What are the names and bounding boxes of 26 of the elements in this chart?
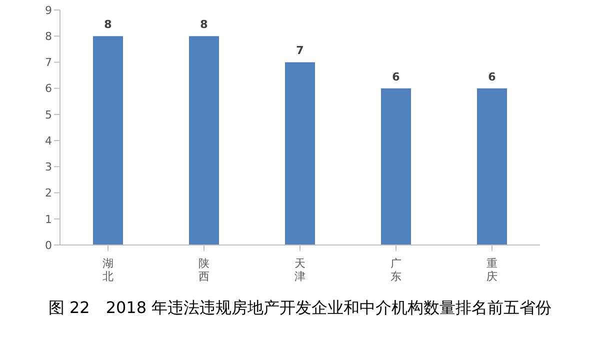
data-label: 8 — [104, 18, 112, 32]
y-tick-label: 5 — [45, 108, 52, 122]
y-tick-label: 9 — [45, 4, 52, 17]
bar — [477, 88, 507, 245]
y-tick-label: 7 — [45, 56, 52, 70]
x-tick-label: 广东 — [390, 257, 402, 283]
text: 图 22 2018 年违法违规房地产开发企业和中介机构数量排名前五省份 — [47, 298, 553, 319]
data-label: 6 — [488, 70, 496, 84]
data-label: 6 — [392, 70, 400, 84]
y-tick-label: 0 — [45, 238, 52, 252]
y-tick-label: 8 — [45, 30, 52, 44]
bar — [93, 36, 123, 245]
bar — [189, 36, 219, 245]
x-tick-label: 重庆 — [486, 257, 498, 283]
y-tick-label: 3 — [45, 160, 52, 174]
y-tick-label: 4 — [45, 134, 52, 148]
x-tick-label: 天津 — [294, 257, 306, 283]
y-tick-label: 6 — [45, 82, 52, 96]
y-tick-label: 2 — [45, 186, 52, 200]
data-label: 8 — [200, 18, 208, 32]
y-tick-label: 1 — [45, 212, 52, 226]
x-tick-label: 陕西 — [198, 257, 210, 283]
x-tick-label: 湖北 — [102, 257, 114, 283]
bar — [285, 62, 315, 245]
data-label: 7 — [296, 44, 304, 58]
bar — [381, 88, 411, 245]
